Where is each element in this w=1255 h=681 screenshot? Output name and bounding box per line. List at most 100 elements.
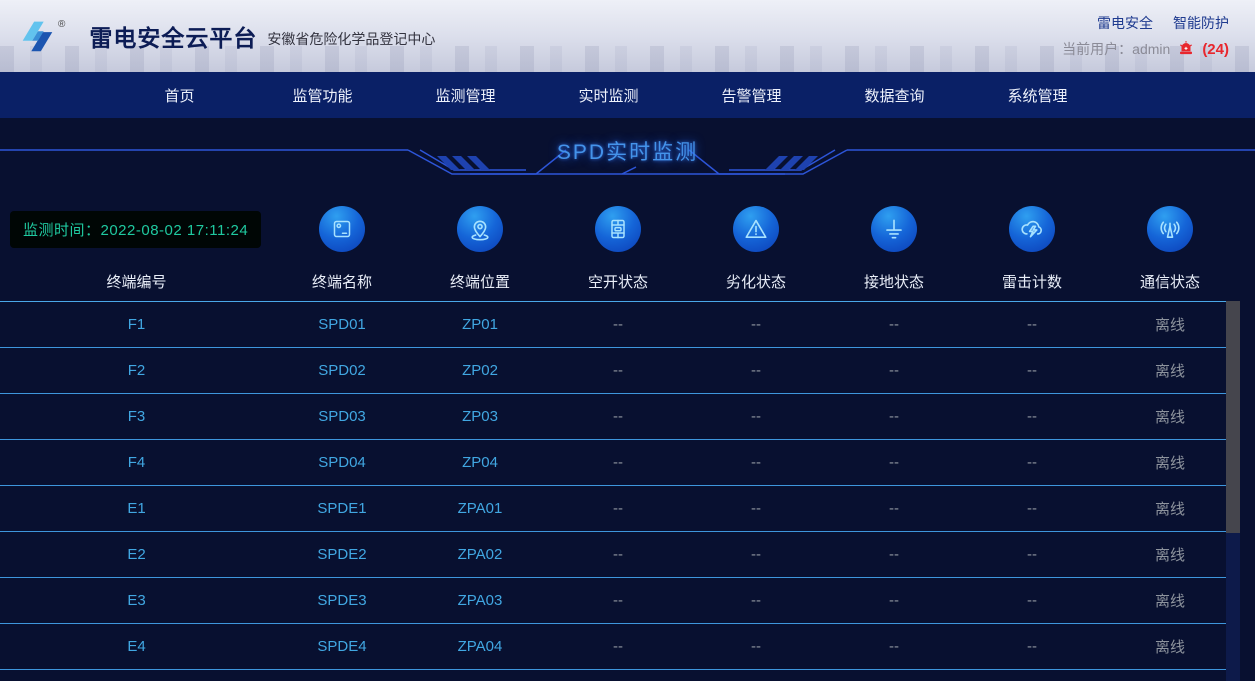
cell-breaker-status: -- xyxy=(613,546,623,563)
alarm-siren-icon[interactable] xyxy=(1177,40,1195,58)
nav-item-system-mgmt[interactable]: 系统管理 xyxy=(1007,87,1068,105)
cell-terminal-id: E1 xyxy=(127,500,146,517)
cell-breaker-status: -- xyxy=(613,454,623,471)
cell-terminal-id: F2 xyxy=(127,362,146,379)
cell-terminal-id: E2 xyxy=(127,546,146,563)
nav-item-alarm-mgmt[interactable]: 告警管理 xyxy=(721,87,782,105)
cell-ground-status: -- xyxy=(889,454,899,471)
title-decoration xyxy=(0,149,1255,175)
col-header-ground-status: 接地状态 xyxy=(863,273,924,291)
trademark-symbol: ® xyxy=(58,18,66,30)
cell-degradation-status: -- xyxy=(751,500,761,517)
table-row[interactable]: F2 SPD02 ZP02 -- -- -- -- 离线 xyxy=(0,348,1240,394)
page-title-band: SPD实时监测 xyxy=(0,118,1255,185)
monitor-time-badge: 监测时间：2022-08-02 17:11:24 xyxy=(10,210,262,248)
cell-comm-status: 离线 xyxy=(1154,363,1185,380)
nav-item-realtime[interactable]: 实时监测 xyxy=(578,87,639,105)
cell-breaker-status: -- xyxy=(613,500,623,517)
col-header-lightning-count: 雷击计数 xyxy=(1001,273,1062,291)
ground-icon xyxy=(871,206,917,252)
table-header-row: 终端编号 终端名称 终端位置 空开状态 劣化状态 接地状态 雷击计数 通信状态 xyxy=(0,261,1240,301)
cell-lightning-count: -- xyxy=(1027,408,1037,425)
cell-terminal-location: ZP02 xyxy=(462,362,498,379)
cell-ground-status: -- xyxy=(889,316,899,333)
cell-degradation-status: -- xyxy=(751,546,761,563)
alarm-count-badge[interactable]: (24) xyxy=(1202,40,1229,58)
cell-terminal-name: SPDE1 xyxy=(317,500,367,517)
cell-ground-status: -- xyxy=(889,592,899,609)
location-pin-icon xyxy=(457,206,503,252)
table-scrollbar[interactable] xyxy=(1226,301,1240,681)
table-row[interactable]: E1 SPDE1 ZPA01 -- -- -- -- 离线 xyxy=(0,486,1240,532)
cell-terminal-id: E4 xyxy=(127,638,146,655)
scrollbar-thumb[interactable] xyxy=(1226,301,1240,533)
col-header-breaker-status: 空开状态 xyxy=(587,273,648,291)
cell-terminal-name: SPDE3 xyxy=(317,592,367,609)
cell-comm-status: 离线 xyxy=(1154,455,1185,472)
column-icons-row: 监测时间：2022-08-02 17:11:24 xyxy=(0,197,1240,261)
monitor-table: F1 SPD01 ZP01 -- -- -- -- 离线 F2 SPD02 ZP02 -- -- -- --… xyxy=(0,301,1240,670)
cell-degradation-status: -- xyxy=(751,316,761,333)
table-row[interactable]: E4 SPDE4 ZPA04 -- -- -- -- 离线 xyxy=(0,624,1240,670)
current-user-label: 当前用户：admin xyxy=(1062,41,1171,57)
link-smart-protection[interactable]: 智能防护 xyxy=(1173,15,1229,31)
lightning-cloud-icon xyxy=(1009,206,1055,252)
cell-terminal-location: ZP04 xyxy=(462,454,498,471)
cell-terminal-name: SPD02 xyxy=(318,362,366,379)
table-row[interactable]: E3 SPDE3 ZPA03 -- -- -- -- 离线 xyxy=(0,578,1240,624)
cell-terminal-id: F1 xyxy=(127,316,146,333)
app-subtitle: 安徽省危险化学品登记中心 xyxy=(267,31,436,47)
nav-item-home[interactable]: 首页 xyxy=(164,87,195,105)
cell-terminal-name: SPDE4 xyxy=(317,638,367,655)
warning-triangle-icon xyxy=(733,206,779,252)
app-title: 雷电安全云平台 xyxy=(89,25,258,51)
cell-terminal-location: ZP01 xyxy=(462,316,498,333)
cell-terminal-location: ZPA01 xyxy=(457,500,503,517)
cell-comm-status: 离线 xyxy=(1154,501,1185,518)
cell-lightning-count: -- xyxy=(1027,316,1037,333)
col-header-comm-status: 通信状态 xyxy=(1139,273,1200,291)
col-header-terminal-location: 终端位置 xyxy=(449,273,510,291)
cell-terminal-location: ZP03 xyxy=(462,408,498,425)
table-row[interactable]: F4 SPD04 ZP04 -- -- -- -- 离线 xyxy=(0,440,1240,486)
cell-terminal-name: SPDE2 xyxy=(317,546,367,563)
nav-item-data-query[interactable]: 数据查询 xyxy=(864,87,925,105)
cell-lightning-count: -- xyxy=(1027,362,1037,379)
cell-terminal-id: F3 xyxy=(127,408,146,425)
table-row[interactable]: F1 SPD01 ZP01 -- -- -- -- 离线 xyxy=(0,302,1240,348)
cell-comm-status: 离线 xyxy=(1154,639,1185,656)
link-lightning-safety[interactable]: 雷电安全 xyxy=(1097,15,1153,31)
terminal-device-icon xyxy=(319,206,365,252)
nav-item-supervision[interactable]: 监管功能 xyxy=(292,87,353,105)
cell-terminal-name: SPD01 xyxy=(318,316,366,333)
brand: ® 雷电安全云平台 安徽省危险化学品登记中心 xyxy=(16,15,435,57)
header-links: 雷电安全 智能防护 xyxy=(1062,13,1229,33)
cell-terminal-location: ZPA04 xyxy=(457,638,503,655)
cell-breaker-status: -- xyxy=(613,592,623,609)
cell-terminal-name: SPD04 xyxy=(318,454,366,471)
app-header: ® 雷电安全云平台 安徽省危险化学品登记中心 雷电安全 智能防护 当前用户：ad… xyxy=(0,0,1255,72)
brand-logo-icon xyxy=(22,21,53,52)
cell-degradation-status: -- xyxy=(751,408,761,425)
cell-ground-status: -- xyxy=(889,362,899,379)
cell-degradation-status: -- xyxy=(751,638,761,655)
nav-item-monitor-mgmt[interactable]: 监测管理 xyxy=(435,87,496,105)
cell-terminal-location: ZPA03 xyxy=(457,592,503,609)
cell-breaker-status: -- xyxy=(613,316,623,333)
cell-degradation-status: -- xyxy=(751,362,761,379)
table-row[interactable]: E2 SPDE2 ZPA02 -- -- -- -- 离线 xyxy=(0,532,1240,578)
cell-lightning-count: -- xyxy=(1027,638,1037,655)
cell-breaker-status: -- xyxy=(613,638,623,655)
table-row[interactable]: F3 SPD03 ZP03 -- -- -- -- 离线 xyxy=(0,394,1240,440)
col-header-terminal-name: 终端名称 xyxy=(311,273,372,291)
cell-ground-status: -- xyxy=(889,500,899,517)
col-header-terminal-id: 终端编号 xyxy=(106,273,167,291)
cell-lightning-count: -- xyxy=(1027,500,1037,517)
cell-lightning-count: -- xyxy=(1027,546,1037,563)
cell-comm-status: 离线 xyxy=(1154,317,1185,334)
main-nav: 首页 监管功能 监测管理 实时监测 告警管理 数据查询 系统管理 xyxy=(0,72,1255,118)
cell-ground-status: -- xyxy=(889,408,899,425)
circuit-breaker-icon xyxy=(595,206,641,252)
cell-terminal-id: E3 xyxy=(127,592,146,609)
antenna-icon xyxy=(1147,206,1193,252)
